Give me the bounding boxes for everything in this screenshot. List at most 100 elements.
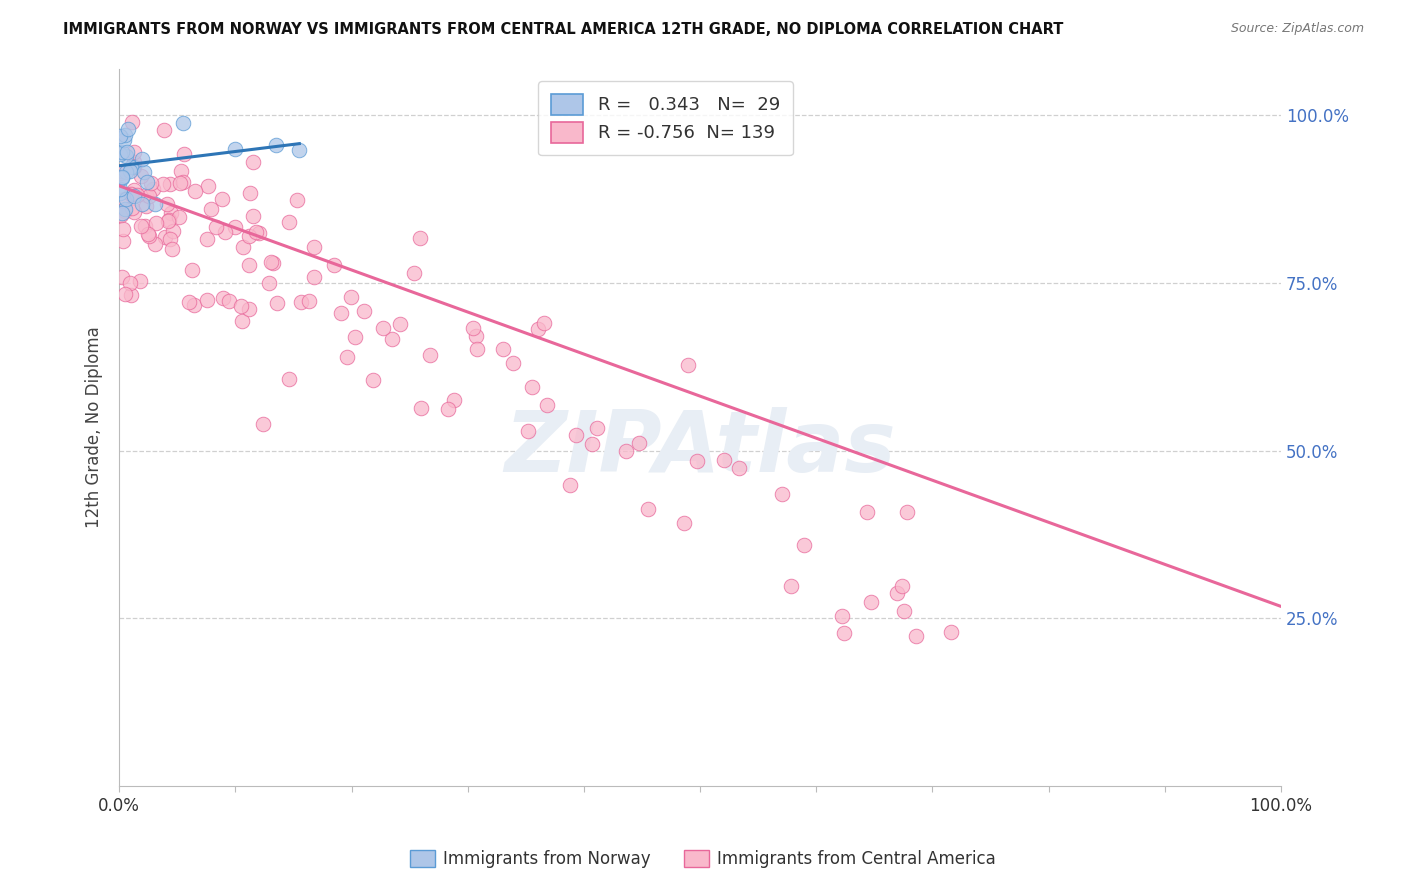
Point — [124, 189, 146, 203]
Point — [893, 604, 915, 618]
Point — [231, 313, 253, 327]
Point — [195, 293, 218, 307]
Point — [170, 164, 193, 178]
Point — [122, 160, 145, 174]
Point — [110, 207, 132, 221]
Point — [138, 188, 160, 202]
Point — [409, 401, 432, 416]
Point — [419, 348, 441, 362]
Point — [134, 165, 156, 179]
Point — [110, 208, 132, 222]
Point — [131, 197, 153, 211]
Point — [162, 224, 184, 238]
Point — [169, 177, 191, 191]
Point — [129, 219, 152, 234]
Point — [242, 154, 264, 169]
Point — [436, 401, 458, 416]
Point — [115, 165, 138, 179]
Legend: R =   0.343   N=  29, R = -0.756  N= 139: R = 0.343 N= 29, R = -0.756 N= 139 — [538, 81, 793, 155]
Point — [142, 182, 165, 196]
Point — [205, 219, 228, 234]
Point — [195, 232, 218, 246]
Point — [323, 258, 346, 272]
Point — [238, 228, 260, 243]
Point — [238, 259, 260, 273]
Point — [344, 329, 367, 343]
Point — [304, 240, 326, 254]
Point — [120, 276, 142, 290]
Point — [896, 505, 918, 519]
Text: Source: ZipAtlas.com: Source: ZipAtlas.com — [1230, 22, 1364, 36]
Text: ZIPAtlas: ZIPAtlas — [505, 408, 896, 491]
Point — [242, 210, 264, 224]
Point — [465, 342, 488, 356]
Point — [114, 149, 136, 163]
Y-axis label: 12th Grade, No Diploma: 12th Grade, No Diploma — [86, 326, 103, 528]
Point — [108, 182, 131, 196]
Point — [114, 204, 136, 219]
Point — [517, 424, 540, 438]
Point — [218, 293, 240, 308]
Point — [117, 122, 139, 136]
Point — [141, 176, 163, 190]
Point — [112, 193, 135, 207]
Point — [832, 625, 855, 640]
Point — [239, 186, 262, 200]
Point — [465, 329, 488, 343]
Point — [388, 318, 411, 332]
Point — [108, 186, 131, 200]
Point — [939, 624, 962, 639]
Point — [238, 301, 260, 316]
Point — [122, 155, 145, 169]
Point — [122, 145, 145, 160]
Point — [135, 188, 157, 202]
Point — [120, 161, 142, 175]
Point — [127, 188, 149, 202]
Point — [463, 321, 485, 335]
Point — [247, 226, 270, 240]
Point — [110, 170, 132, 185]
Point — [173, 146, 195, 161]
Point — [565, 427, 588, 442]
Point — [108, 129, 131, 144]
Point — [288, 144, 311, 158]
Point — [586, 421, 609, 435]
Point — [159, 177, 181, 191]
Point — [111, 164, 134, 178]
Point — [353, 304, 375, 318]
Point — [302, 270, 325, 285]
Legend: Immigrants from Norway, Immigrants from Central America: Immigrants from Norway, Immigrants from … — [404, 843, 1002, 875]
Point — [298, 294, 321, 309]
Point — [329, 306, 352, 320]
Point — [143, 236, 166, 251]
Point — [673, 516, 696, 531]
Point — [134, 219, 156, 233]
Point — [112, 133, 135, 147]
Point — [159, 232, 181, 246]
Point — [200, 202, 222, 217]
Point — [169, 210, 191, 224]
Point — [121, 201, 143, 215]
Point — [713, 453, 735, 467]
Point — [890, 579, 912, 593]
Point — [676, 358, 699, 372]
Point — [339, 290, 361, 304]
Point — [136, 227, 159, 241]
Point — [135, 199, 157, 213]
Point — [277, 371, 299, 385]
Point — [181, 263, 204, 277]
Point — [886, 586, 908, 600]
Point — [159, 213, 181, 227]
Point — [211, 291, 233, 305]
Point — [172, 116, 194, 130]
Point — [290, 294, 312, 309]
Point — [111, 145, 134, 160]
Point — [138, 229, 160, 244]
Point — [285, 194, 308, 208]
Point — [124, 205, 146, 219]
Point — [153, 230, 176, 244]
Point — [409, 231, 432, 245]
Point — [108, 147, 131, 161]
Point — [527, 321, 550, 335]
Point — [402, 266, 425, 280]
